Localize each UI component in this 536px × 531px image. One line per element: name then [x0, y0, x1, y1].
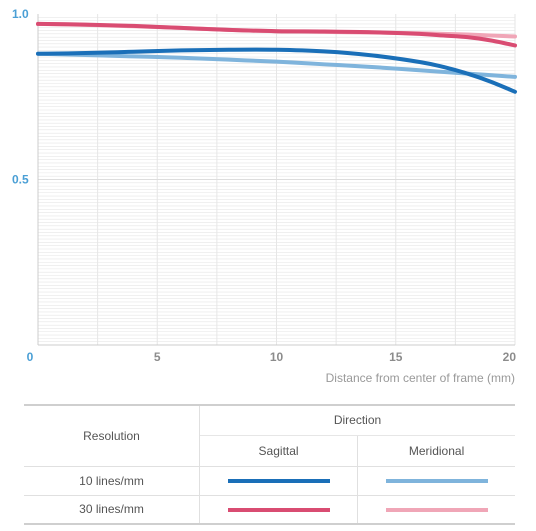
swatch-cell	[199, 495, 359, 524]
swatch-cell	[358, 495, 515, 524]
tick-labels: 1.0 0.5 0 5 10 15 20	[12, 7, 516, 364]
axes	[37, 14, 515, 346]
sagittal-header: Sagittal	[199, 435, 359, 466]
x-tick-label: 10	[270, 350, 284, 364]
swatch-cell	[358, 466, 515, 495]
series-line	[36, 21, 517, 48]
mtf-chart: 1.0 0.5 0 5 10 15 20 Distance from center of f…	[12, 7, 517, 385]
swatch-30-meridional	[385, 508, 488, 513]
series-line	[36, 51, 517, 79]
row-label-10: 10 lines/mm	[24, 466, 200, 495]
meridional-header: Meridional	[408, 443, 465, 458]
swatch-10-sagittal	[227, 479, 330, 484]
series-line	[36, 47, 517, 94]
legend-table: Resolution Direction Sagittal Meridional…	[24, 404, 515, 525]
x-tick-label: 15	[389, 350, 403, 364]
x-tick-label: 20	[503, 350, 517, 364]
swatch-10-meridional	[385, 479, 488, 484]
x-tick-label: 0	[27, 350, 34, 364]
x-axis-label: Distance from center of frame (mm)	[326, 371, 515, 385]
y-tick-label: 0.5	[12, 173, 29, 187]
swatch-cell	[199, 466, 359, 495]
swatch-30-sagittal	[227, 508, 330, 513]
series-lines	[36, 21, 517, 94]
direction-header: Direction	[199, 405, 515, 436]
x-tick-label: 5	[154, 350, 161, 364]
resolution-header: Resolution	[24, 405, 200, 466]
row-label-30: 30 lines/mm	[24, 495, 200, 524]
y-tick-label: 1.0	[12, 7, 29, 21]
